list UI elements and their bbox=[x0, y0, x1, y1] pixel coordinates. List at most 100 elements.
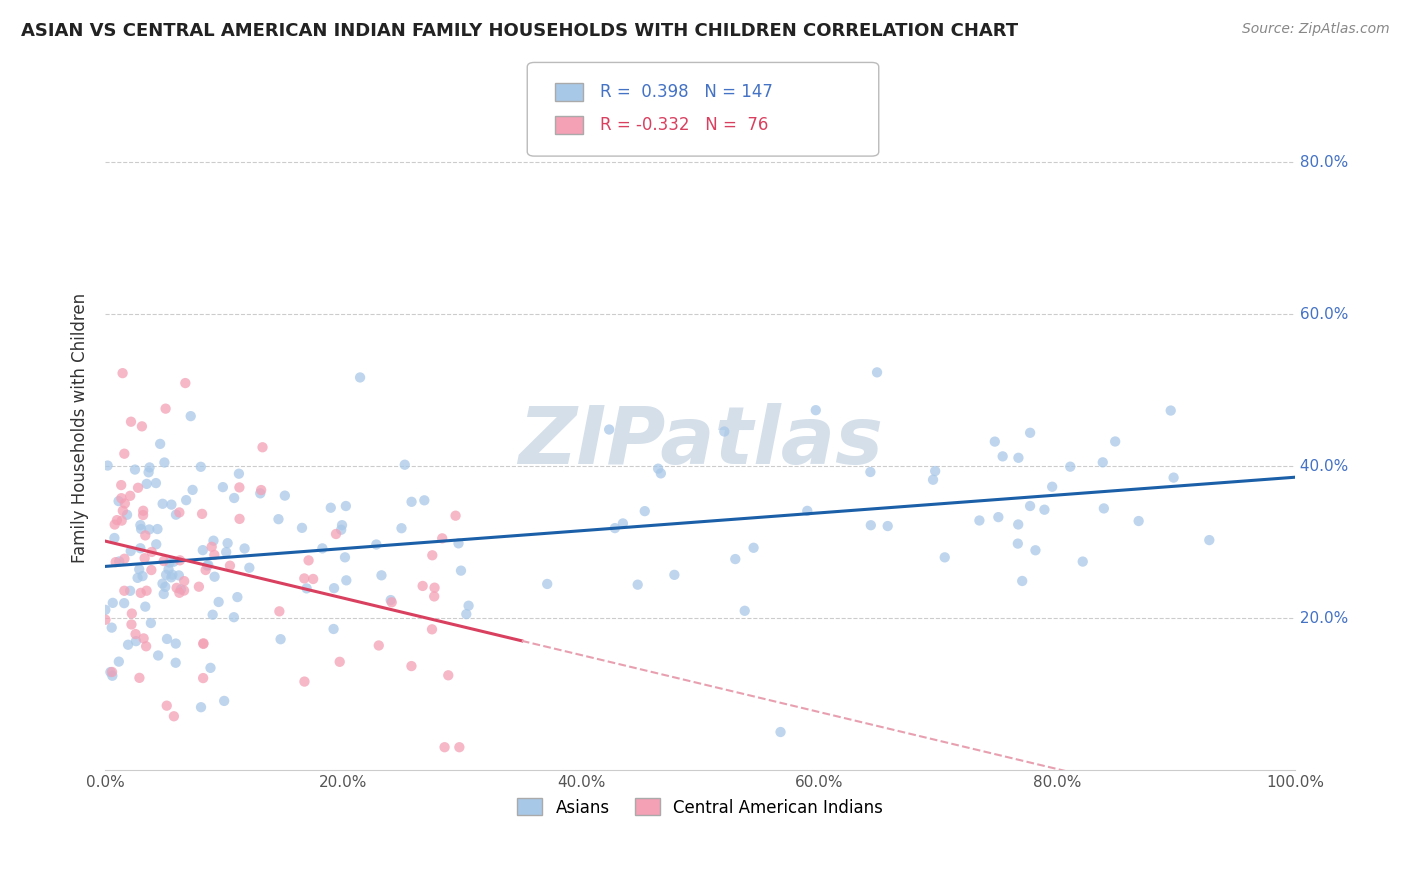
Point bbox=[100, 665, 122, 679]
Point bbox=[165, 656, 187, 670]
Point bbox=[191, 543, 214, 558]
Point bbox=[1163, 470, 1185, 484]
Point bbox=[180, 409, 202, 424]
Point bbox=[195, 558, 218, 573]
Point bbox=[108, 655, 131, 669]
Point bbox=[169, 505, 191, 519]
Point bbox=[132, 508, 155, 522]
Point bbox=[292, 571, 315, 585]
Point bbox=[323, 581, 346, 595]
Point bbox=[135, 583, 157, 598]
Point bbox=[162, 555, 184, 569]
Point bbox=[152, 576, 174, 591]
Point bbox=[222, 610, 245, 624]
Point bbox=[444, 508, 467, 523]
Point bbox=[152, 497, 174, 511]
Point bbox=[664, 567, 686, 582]
Point bbox=[135, 476, 157, 491]
Point bbox=[734, 604, 756, 618]
Point bbox=[197, 558, 219, 572]
Point bbox=[194, 563, 217, 577]
Point bbox=[1104, 434, 1126, 449]
Point bbox=[135, 640, 157, 654]
Point bbox=[433, 740, 456, 755]
Point bbox=[201, 540, 224, 554]
Point bbox=[121, 607, 143, 621]
Text: 20.0%: 20.0% bbox=[1295, 611, 1348, 625]
Point bbox=[219, 558, 242, 573]
Point bbox=[155, 567, 177, 582]
Text: 40.0%: 40.0% bbox=[1295, 458, 1348, 474]
Point bbox=[112, 596, 135, 610]
Point bbox=[612, 516, 634, 531]
Point bbox=[269, 604, 291, 618]
Point bbox=[449, 740, 471, 755]
Point bbox=[112, 447, 135, 461]
Point bbox=[162, 567, 184, 582]
Point bbox=[94, 613, 117, 627]
Point bbox=[120, 544, 142, 558]
Point bbox=[1024, 543, 1046, 558]
Point bbox=[145, 537, 167, 551]
Point bbox=[127, 571, 149, 585]
Point bbox=[181, 483, 204, 497]
Point bbox=[1033, 502, 1056, 516]
Point bbox=[120, 583, 142, 598]
Point bbox=[333, 550, 356, 565]
Point bbox=[228, 467, 250, 481]
Point bbox=[401, 495, 423, 509]
Point bbox=[1007, 517, 1029, 532]
Y-axis label: Family Households with Children: Family Households with Children bbox=[72, 293, 89, 563]
Point bbox=[134, 599, 156, 614]
Point bbox=[228, 512, 250, 526]
Point bbox=[101, 669, 124, 683]
Point bbox=[270, 632, 292, 647]
Text: Source: ZipAtlas.com: Source: ZipAtlas.com bbox=[1241, 22, 1389, 37]
Point bbox=[924, 464, 946, 478]
Point bbox=[131, 419, 153, 434]
Point bbox=[294, 674, 316, 689]
Point bbox=[215, 545, 238, 559]
Point bbox=[859, 518, 882, 533]
Point bbox=[1040, 480, 1063, 494]
Point bbox=[413, 493, 436, 508]
Point bbox=[128, 562, 150, 576]
Point bbox=[153, 456, 176, 470]
Point bbox=[349, 370, 371, 384]
Legend: Asians, Central American Indians: Asians, Central American Indians bbox=[510, 792, 890, 823]
Point bbox=[160, 498, 183, 512]
Point bbox=[187, 580, 209, 594]
Point bbox=[423, 581, 446, 595]
Point bbox=[138, 460, 160, 475]
Point bbox=[134, 528, 156, 542]
Point bbox=[391, 521, 413, 535]
Point bbox=[111, 366, 134, 380]
Point bbox=[191, 671, 214, 685]
Text: R =  0.398   N = 147: R = 0.398 N = 147 bbox=[600, 83, 773, 101]
Point bbox=[166, 581, 188, 595]
Point bbox=[250, 483, 273, 497]
Point bbox=[129, 522, 152, 536]
Point bbox=[423, 590, 446, 604]
Point bbox=[165, 636, 187, 650]
Point bbox=[201, 607, 224, 622]
Point bbox=[212, 480, 235, 494]
Point bbox=[366, 537, 388, 551]
Point bbox=[991, 450, 1014, 464]
Point bbox=[152, 554, 174, 568]
Point bbox=[1019, 425, 1042, 440]
Point bbox=[169, 586, 191, 600]
Point bbox=[101, 596, 124, 610]
Point bbox=[173, 574, 195, 588]
Point bbox=[224, 491, 246, 505]
Point bbox=[380, 593, 402, 607]
Point bbox=[233, 541, 256, 556]
Point bbox=[190, 700, 212, 714]
Point bbox=[191, 507, 214, 521]
Point bbox=[447, 536, 470, 550]
Point bbox=[330, 523, 353, 537]
Point bbox=[138, 523, 160, 537]
Point bbox=[146, 648, 169, 663]
Point bbox=[155, 580, 177, 594]
Point bbox=[1059, 459, 1081, 474]
